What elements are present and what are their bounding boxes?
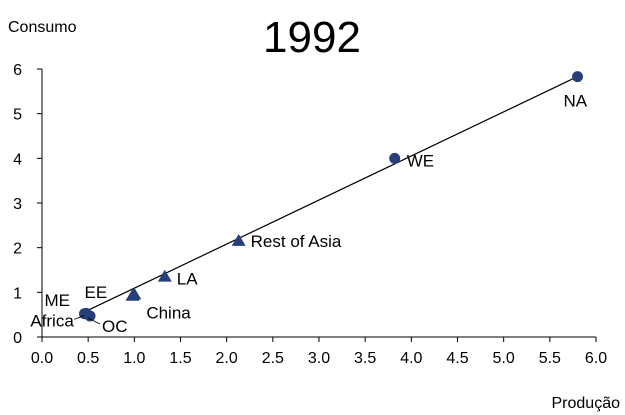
x-axis-label: Produção [552,395,621,412]
trendline [87,76,578,311]
y-tick-label: 2 [13,241,22,258]
x-tick-label: 5.5 [539,350,561,367]
x-tick-label: 0.0 [31,350,53,367]
y-tick-label: 5 [13,107,22,124]
point-label: OC [102,317,128,336]
x-ticks: 0.0 0.5 1.0 1.5 2.0 2.5 3.0 3.5 4.0 4.5 5.0 5.5 6.0 [31,337,607,367]
x-tick-label: 2.0 [216,350,238,367]
chart-title: 1992 [263,13,361,62]
y-axis-label: Consumo [8,19,77,36]
data-point-circle [84,310,96,322]
data-point-circle [572,71,584,83]
x-tick-label: 3.5 [354,350,376,367]
y-tick-label: 3 [13,196,22,213]
point-label: LA [177,270,198,289]
y-tick-label: 0 [13,330,22,347]
point-label: WE [407,151,434,170]
y-tick-label: 6 [13,62,22,79]
x-tick-label: 5.0 [493,350,515,367]
point-label: China [146,304,191,323]
label-leader [74,314,85,320]
x-tick-label: 6.0 [585,350,607,367]
x-tick-label: 3.0 [308,350,330,367]
point-label: NA [564,92,588,111]
y-tick-label: 1 [13,285,22,302]
trendline-group [87,76,578,311]
x-tick-label: 1.5 [169,350,191,367]
point-label: ME [44,291,69,310]
y-ticks: 0 1 2 3 4 5 6 [13,62,42,347]
data-point-circle [389,152,401,164]
data-point-triangle [231,233,246,246]
x-tick-label: 4.0 [400,350,422,367]
x-tick-label: 2.5 [262,350,284,367]
point-label: EE [84,283,107,302]
y-tick-label: 4 [13,151,22,168]
data-points [78,71,584,322]
data-point-triangle [157,269,172,282]
label-leader [87,317,101,325]
x-tick-label: 0.5 [77,350,99,367]
point-label: Africa [30,311,74,330]
point-label: Rest of Asia [251,232,342,251]
data-point-triangle [127,287,142,300]
x-tick-label: 4.5 [446,350,468,367]
x-tick-label: 1.0 [123,350,145,367]
